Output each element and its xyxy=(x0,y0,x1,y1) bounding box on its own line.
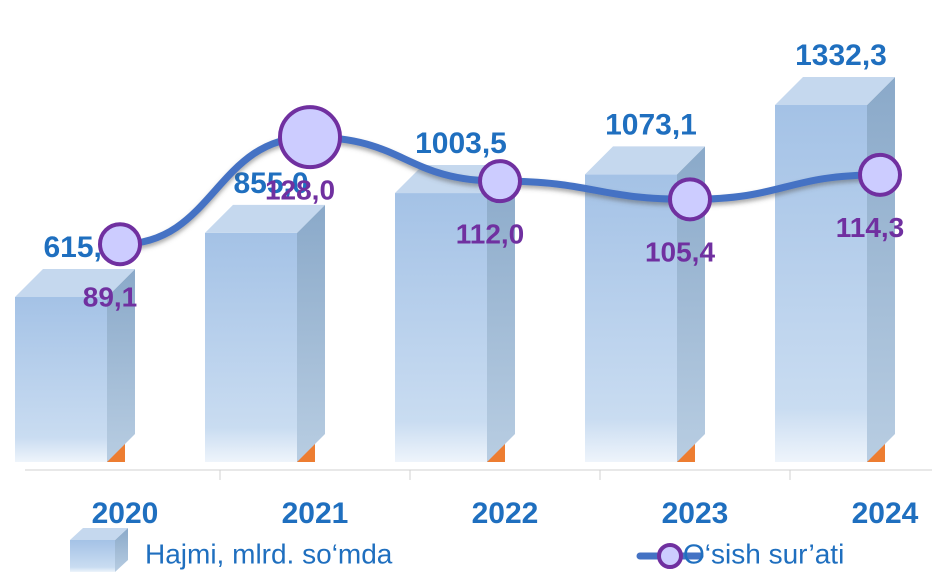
bar-top xyxy=(585,146,705,175)
line-label: 128,0 xyxy=(265,174,335,205)
legend-swatch-top xyxy=(70,528,128,540)
bar-side xyxy=(487,165,515,462)
bar-top xyxy=(775,76,895,105)
bar-side xyxy=(297,204,325,463)
x-tick-label: 2022 xyxy=(472,497,539,530)
value-label: 1073,1 xyxy=(605,108,697,141)
x-tick-label: 2024 xyxy=(852,497,919,530)
bar xyxy=(15,296,107,462)
value-label: 855,0 xyxy=(233,167,308,200)
bar-side xyxy=(867,76,895,462)
marker xyxy=(858,152,902,197)
x-tick-label: 2020 xyxy=(92,497,159,530)
marker xyxy=(478,159,522,204)
x-tick-label: 2023 xyxy=(662,497,729,530)
line-label: 112,0 xyxy=(456,219,525,250)
value-label: 1003,5 xyxy=(415,127,507,160)
bar-side xyxy=(677,146,705,463)
legend-swatch-side xyxy=(115,528,128,572)
legend-marker xyxy=(657,543,683,569)
legend-label: O‘sish sur’ati xyxy=(683,538,844,569)
bar-top xyxy=(15,268,135,297)
legend-label: Hajmi, mlrd. so‘mda xyxy=(145,538,393,569)
bar xyxy=(775,104,867,462)
legend: Hajmi, mlrd. so‘mda O‘sish sur’ati xyxy=(70,528,844,572)
value-label: 1332,3 xyxy=(795,39,887,72)
bar xyxy=(205,232,297,462)
bar-top xyxy=(205,204,325,233)
bar xyxy=(395,193,487,462)
marker xyxy=(668,177,712,222)
line-label: 89,1 xyxy=(83,282,138,313)
marker xyxy=(98,222,142,267)
x-tick-label: 2021 xyxy=(282,497,349,530)
bar-side xyxy=(107,268,135,462)
legend-swatch xyxy=(70,540,115,572)
marker xyxy=(278,105,342,170)
line-label: 105,4 xyxy=(645,237,715,268)
line-label: 114,3 xyxy=(836,212,905,243)
bar xyxy=(585,174,677,463)
